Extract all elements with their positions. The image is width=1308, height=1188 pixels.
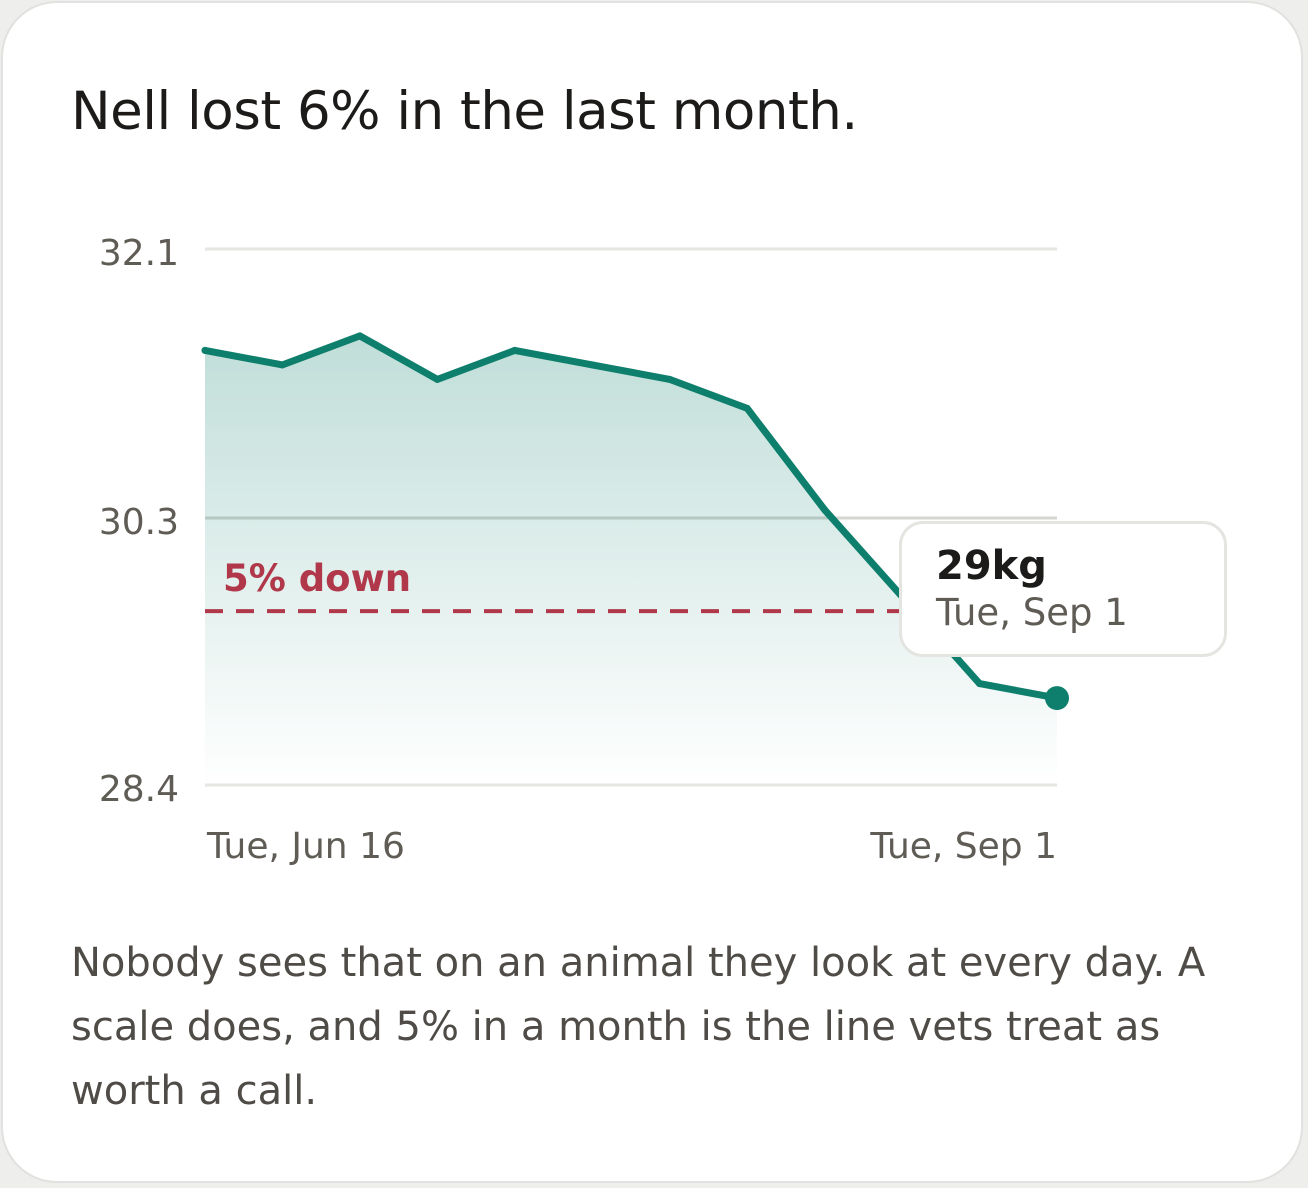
value-tooltip: 29kg Tue, Sep 1 bbox=[899, 521, 1227, 657]
data-point-aug-25 bbox=[976, 680, 984, 688]
data-point-jul-21 bbox=[588, 361, 596, 369]
y-tick-label-middle: 30.3 bbox=[99, 502, 179, 543]
data-point-aug-11 bbox=[821, 506, 829, 514]
data-point-aug-4 bbox=[743, 404, 751, 412]
y-tick-label-top: 32.1 bbox=[99, 233, 179, 274]
headline: Nell lost 6% in the last month. bbox=[71, 81, 858, 142]
data-point-jun-30 bbox=[356, 332, 364, 340]
x-tick-label-start: Tue, Jun 16 bbox=[206, 826, 405, 867]
tooltip-date: Tue, Sep 1 bbox=[936, 591, 1128, 634]
data-point-jun-16 bbox=[201, 346, 209, 354]
data-point-jul-7 bbox=[433, 375, 441, 383]
y-tick-label-bottom: 28.4 bbox=[99, 769, 179, 810]
body-text: Nobody sees that on an animal they look … bbox=[71, 940, 1206, 1114]
tooltip-value: 29kg bbox=[936, 543, 1047, 589]
data-point-jul-28 bbox=[666, 375, 674, 383]
x-tick-label-end: Tue, Sep 1 bbox=[869, 826, 1057, 867]
highlight-point[interactable] bbox=[1045, 686, 1069, 711]
area-fill bbox=[205, 335, 1057, 785]
weight-chart: 32.1 30.3 28.4 5% down Tue, Jun 16 Tue, … bbox=[99, 233, 1069, 867]
data-point-jul-14 bbox=[511, 346, 519, 354]
data-point-jun-23 bbox=[278, 361, 286, 369]
reference-label: 5% down bbox=[223, 557, 411, 600]
